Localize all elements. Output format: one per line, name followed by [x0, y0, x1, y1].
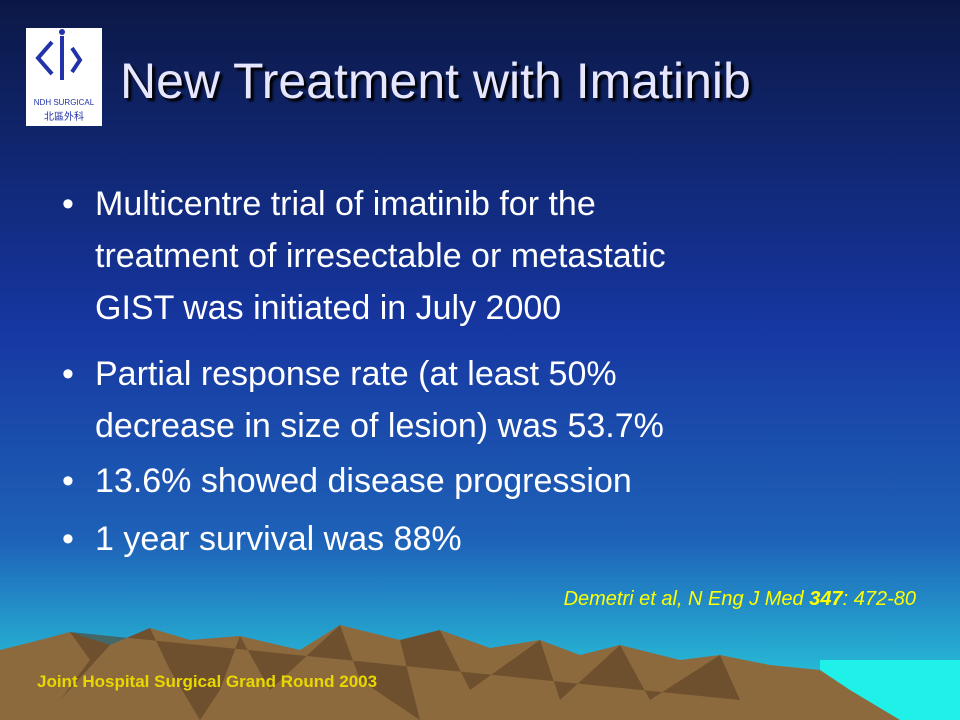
bullet-line: 1 year survival was 88% [95, 520, 462, 558]
logo-text: NDH SURGICAL [33, 98, 95, 107]
citation-text: : 472-80 [842, 588, 916, 610]
bullet-line: decrease in size of lesion) was 53.7% [95, 407, 664, 445]
bullet-dot: • [62, 462, 74, 500]
bullet: • 13.6% showed disease progression [62, 455, 632, 507]
bullet-line: GIST was initiated in July 2000 [95, 289, 562, 327]
slide-title: New Treatment with Imatinib [120, 53, 751, 109]
citation-volume: 347 [809, 588, 843, 610]
citation: Demetri et al, N Eng J Med 347: 472-80 [564, 588, 916, 611]
logo-text: 北區外科 [44, 112, 84, 123]
bullet: • 1 year survival was 88% [62, 513, 462, 565]
bullet-dot: • [62, 355, 74, 393]
bullet: • Partial response rate (at least 50% decr… [62, 348, 664, 452]
citation-text: Demetri et al, N Eng J Med [563, 588, 810, 610]
bullet-line: Multicentre trial of imatinib for the [95, 185, 596, 223]
bullet-line: 13.6% showed disease progression [95, 462, 632, 500]
bullet-dot: • [62, 520, 74, 558]
bullet-line: treatment of irresectable or metastatic [95, 237, 666, 275]
bullet-dot: • [62, 185, 74, 223]
bullet-line: Partial response rate (at least 50% [95, 355, 617, 393]
bullet: • Multicentre trial of imatinib for the tr… [62, 178, 666, 334]
footer: Joint Hospital Surgical Grand Round 2003 [37, 672, 378, 691]
